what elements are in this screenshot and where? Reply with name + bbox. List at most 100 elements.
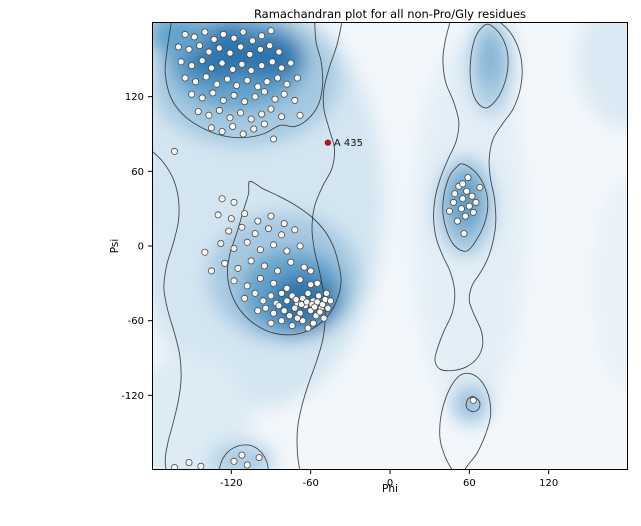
residue-point: [226, 49, 234, 57]
residue-point: [239, 28, 247, 36]
residue-point: [239, 130, 247, 138]
residue-point: [283, 80, 291, 88]
residue-point: [194, 108, 202, 116]
residue-point: [449, 198, 457, 206]
residue-point: [201, 28, 209, 36]
residue-point: [278, 317, 286, 325]
contour-line: [469, 23, 509, 109]
y-tick-label: 0: [138, 242, 144, 253]
residue-point: [461, 212, 469, 220]
residue-point: [205, 48, 213, 56]
residue-point: [457, 205, 465, 213]
residue-point: [476, 183, 484, 191]
residue-point: [283, 297, 291, 305]
residue-point: [188, 90, 196, 98]
residue-point: [219, 30, 227, 38]
residue-point: [469, 208, 477, 216]
residue-point: [243, 461, 251, 469]
residue-point: [296, 242, 304, 250]
residue-point: [233, 82, 241, 90]
y-axis-label: Psi: [109, 238, 121, 254]
highlighted-residue-label: A 435: [334, 138, 363, 149]
residue-point: [230, 457, 238, 465]
residue-point: [238, 60, 246, 68]
residue-point: [311, 303, 319, 311]
residue-point: [226, 114, 234, 122]
residue-point: [241, 98, 249, 106]
residue-point: [280, 307, 288, 315]
residue-point: [296, 111, 304, 119]
residue-point: [251, 230, 259, 238]
residue-point: [320, 314, 328, 322]
residue-point: [227, 215, 235, 223]
x-tick-label: 0: [387, 478, 393, 489]
residue-point: [464, 174, 472, 182]
residue-point: [451, 190, 459, 198]
y-tick-label: 60: [131, 167, 144, 178]
residue-point: [243, 238, 251, 246]
residue-point: [188, 62, 196, 70]
contour-line: [442, 163, 489, 252]
residue-point: [196, 42, 204, 50]
residue-point: [215, 44, 223, 52]
residue-point: [278, 231, 286, 239]
y-tick-label: -60: [128, 316, 144, 327]
residue-point: [291, 226, 299, 234]
contour-line: [164, 22, 324, 139]
residue-point: [251, 289, 259, 297]
residue-point: [254, 307, 262, 315]
residue-point: [256, 246, 264, 254]
residue-point: [230, 244, 238, 252]
residue-point: [283, 247, 291, 255]
residue-point: [218, 195, 226, 203]
residue-point: [291, 96, 299, 104]
residue-point: [469, 396, 477, 404]
residue-point: [296, 276, 304, 284]
residue-point: [266, 42, 274, 50]
residue-point: [254, 217, 262, 225]
residue-point: [278, 64, 286, 72]
residue-point: [316, 308, 324, 316]
residue-point: [192, 78, 200, 86]
residue-point: [260, 88, 268, 96]
residue-point: [280, 90, 288, 98]
residue-point: [208, 124, 216, 132]
residue-point: [270, 135, 278, 143]
residue-point: [278, 289, 286, 297]
ramachandran-plot: A 435 -120 -60 0 60 120 -120 -60 0 60 120: [121, 22, 628, 489]
residue-point: [246, 50, 254, 58]
density-region: [478, 31, 503, 87]
residue-point: [201, 248, 209, 256]
residue-point: [258, 110, 266, 118]
contour-line: [465, 396, 481, 413]
residue-point: [185, 45, 193, 53]
residue-point: [229, 65, 237, 73]
residue-point: [251, 93, 259, 101]
residue-point: [270, 279, 278, 287]
residue-point: [258, 62, 266, 70]
residue-point: [267, 292, 275, 300]
residue-point: [285, 312, 293, 320]
residue-point: [174, 43, 182, 51]
residue-point: [218, 59, 226, 67]
residue-point: [274, 74, 282, 82]
residue-point: [267, 27, 275, 35]
residue-point: [267, 105, 275, 113]
residue-point: [258, 32, 266, 40]
residue-point: [214, 211, 222, 219]
residue-point: [202, 73, 210, 81]
residue-point: [288, 322, 296, 330]
residue-point: [225, 227, 233, 235]
contour-line: [218, 444, 269, 470]
x-tick-label: 60: [463, 478, 476, 489]
residue-point: [217, 239, 225, 247]
residue-point: [293, 314, 301, 322]
residue-point: [267, 319, 275, 327]
residue-point: [293, 74, 301, 82]
residue-point: [280, 220, 288, 228]
residue-point: [459, 180, 467, 188]
residue-point: [262, 304, 270, 312]
contour-line: [296, 22, 343, 470]
residue-point: [209, 89, 217, 97]
residue-point: [270, 241, 278, 249]
